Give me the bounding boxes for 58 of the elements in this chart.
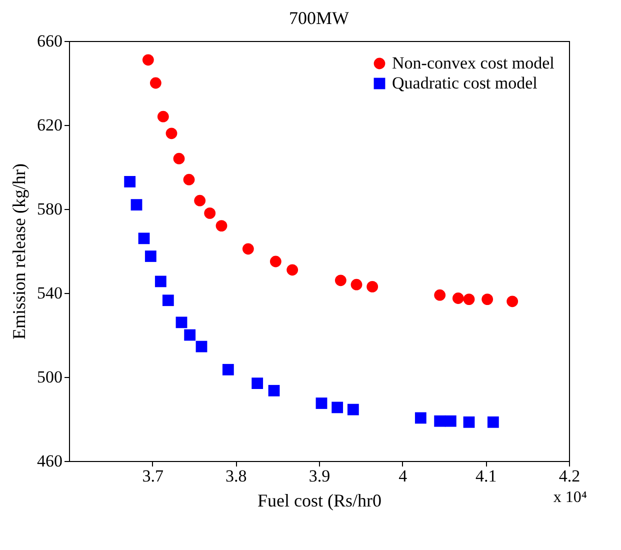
point xyxy=(350,278,362,290)
y-tick-label: 540 xyxy=(37,284,62,302)
y-tick-label: 660 xyxy=(37,32,62,50)
point xyxy=(150,77,162,89)
point xyxy=(366,281,378,292)
legend-label: Non-convex cost model xyxy=(392,54,555,72)
point xyxy=(162,294,174,306)
point xyxy=(268,384,280,396)
point xyxy=(347,404,359,416)
point xyxy=(332,402,344,414)
point xyxy=(144,250,156,262)
y-tick-label: 580 xyxy=(37,200,62,218)
y-tick-label: 500 xyxy=(37,368,62,386)
point xyxy=(204,208,216,219)
point xyxy=(196,340,208,352)
point xyxy=(452,292,464,304)
point xyxy=(222,364,234,376)
point xyxy=(334,274,346,286)
text: x 10⁴ xyxy=(553,489,588,506)
x-tick-label: 3.7 xyxy=(142,466,164,486)
y-tick-label: 620 xyxy=(37,116,62,134)
point xyxy=(176,316,188,328)
x-tick-label: 4 xyxy=(398,466,408,486)
point xyxy=(183,174,195,186)
point xyxy=(138,232,150,244)
point xyxy=(252,378,264,389)
point xyxy=(506,296,518,308)
point xyxy=(173,152,185,164)
point xyxy=(130,199,142,210)
point xyxy=(157,110,169,122)
chart-title: 700MW xyxy=(289,8,350,28)
x-tick-label: 3.9 xyxy=(308,466,330,486)
point xyxy=(414,412,426,424)
x-axis-title: Fuel cost (Rs/hr0 xyxy=(258,490,382,510)
point xyxy=(270,256,282,268)
y-tick-label: 460 xyxy=(37,452,62,470)
point xyxy=(166,128,178,140)
legend-label: Quadratic cost model xyxy=(392,74,538,92)
point xyxy=(142,54,154,66)
point xyxy=(487,416,499,428)
y-axis-title: Emission release (kg/hr) xyxy=(9,164,29,340)
point xyxy=(286,264,298,276)
point xyxy=(434,415,446,427)
point xyxy=(194,194,206,206)
point xyxy=(444,415,456,427)
x-tick-label: 3.8 xyxy=(226,466,247,486)
point xyxy=(124,176,136,188)
x-tick-label: 4.2 xyxy=(558,466,580,486)
point xyxy=(154,276,166,288)
point xyxy=(316,398,328,409)
point xyxy=(463,416,475,428)
point xyxy=(242,243,254,255)
x-tick-label: 4.1 xyxy=(476,466,497,486)
point xyxy=(216,220,228,232)
point xyxy=(184,329,196,341)
point xyxy=(482,294,494,305)
point xyxy=(434,289,446,301)
point xyxy=(463,294,475,305)
